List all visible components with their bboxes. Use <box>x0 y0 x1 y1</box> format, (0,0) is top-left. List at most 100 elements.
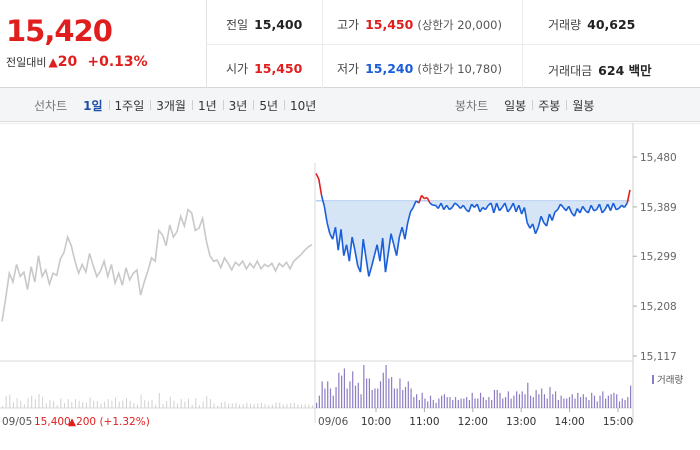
prev-volume-bar <box>155 404 157 408</box>
volume-bar <box>616 394 618 408</box>
volume-bar <box>588 399 590 408</box>
prev-volume-bar <box>260 402 262 408</box>
volume-bar <box>416 394 418 408</box>
prev-volume-bar <box>100 403 102 408</box>
volume-bar <box>318 395 320 408</box>
volume-bar <box>421 392 423 408</box>
volume-bar <box>327 381 329 408</box>
volume-bar <box>541 388 543 408</box>
volume-bar <box>385 365 387 408</box>
volume-bar <box>563 398 565 408</box>
volume-bar <box>329 388 332 408</box>
prev-volume-bar <box>2 406 3 408</box>
prev-volume-bar <box>231 403 233 408</box>
volume-bar <box>454 397 457 408</box>
today-price-segment <box>334 227 340 251</box>
volume-bar <box>554 391 557 408</box>
candle-monthly[interactable]: 월봉 <box>566 97 600 114</box>
change-percent: +0.13% <box>87 54 148 70</box>
prev-volume-bar <box>78 400 80 408</box>
below-prev-close-area <box>316 200 630 277</box>
today-price-segment <box>545 213 551 227</box>
period-1y[interactable]: 1년 <box>191 97 223 114</box>
today-price-segment <box>323 206 328 223</box>
line-chart-options: 선차트 1일 1주일 3개월 1년 3년 5년 10년 <box>34 88 322 122</box>
change-line: 전일대비 ▲20 +0.13% <box>6 54 148 70</box>
stat-high: 고가 15,450 (상한가 20,000) <box>337 16 502 33</box>
volume-bar <box>527 382 529 408</box>
volume-bar <box>579 397 582 408</box>
volume-bar <box>577 392 579 408</box>
today-price-segment <box>518 205 523 215</box>
today-price-segment <box>607 203 612 212</box>
volume-bar <box>585 397 587 408</box>
period-1d[interactable]: 1일 <box>83 98 103 113</box>
prev-volume-bar <box>23 404 25 408</box>
prev-volume-bar <box>246 402 248 408</box>
period-3m[interactable]: 3개월 <box>150 97 192 114</box>
prev-volume-bar <box>166 401 168 408</box>
prev-volume-bar <box>147 401 149 408</box>
prev-volume-bar <box>290 403 292 408</box>
prev-volume-bar <box>12 402 14 408</box>
stat-sub: (상한가 20,000) <box>417 18 502 32</box>
today-price-segment <box>476 203 481 213</box>
volume-bar <box>524 394 526 408</box>
today-price-segment <box>454 202 459 206</box>
candle-weekly[interactable]: 주봉 <box>532 97 566 114</box>
volume-bar <box>349 381 351 408</box>
prev-volume-bar <box>38 394 40 408</box>
volume-bar <box>368 378 370 408</box>
stat-label: 시가 <box>226 62 249 76</box>
volume-bar <box>621 398 623 408</box>
volume-bar <box>391 377 393 408</box>
prev-volume-bar <box>5 395 7 408</box>
period-10y[interactable]: 10년 <box>284 97 322 114</box>
chart-toolbar: 선차트 1일 1주일 3개월 1년 3년 5년 10년 봉차트 일봉 주봉 월봉 <box>0 88 700 122</box>
prev-volume-bar <box>180 399 182 408</box>
volume-bar <box>491 399 493 408</box>
stat-sub: (하한가 10,780) <box>417 62 502 76</box>
price-tick-label: 15,208 <box>640 301 677 313</box>
stat-volume: 거래량 40,625 <box>548 16 635 33</box>
today-price-segment <box>404 222 409 240</box>
period-5y[interactable]: 5년 <box>253 97 284 114</box>
volume-bar <box>504 397 507 408</box>
prev-volume-bar <box>308 404 310 408</box>
volume-bar <box>532 397 534 408</box>
volume-bar <box>510 398 512 408</box>
prev-volume-bar <box>9 394 11 408</box>
today-price-segment <box>409 207 414 213</box>
prev-volume-bar <box>177 403 179 408</box>
volume-bar <box>552 394 554 408</box>
volume-bar <box>413 397 415 408</box>
volume-bar <box>627 397 629 408</box>
today-price-segment <box>337 229 342 251</box>
today-price-segment <box>426 197 431 204</box>
volume-bar <box>316 402 318 408</box>
volume-bar <box>407 381 409 408</box>
today-price-segment <box>490 202 495 214</box>
today-price-segment <box>493 202 498 214</box>
volume-bar <box>324 388 326 408</box>
today-price-segment <box>479 207 484 213</box>
volume-bar <box>496 389 498 408</box>
today-price-segment <box>429 202 434 206</box>
volume-bar <box>341 375 343 408</box>
today-price-segment <box>398 226 403 238</box>
today-price-segment <box>351 236 356 251</box>
stat-open: 시가 15,450 <box>226 60 302 77</box>
prev-volume-bar <box>173 400 175 408</box>
today-price-segment <box>626 189 631 204</box>
volume-bar <box>488 397 490 408</box>
period-3y[interactable]: 3년 <box>222 97 254 114</box>
period-1w[interactable]: 1주일 <box>108 97 151 114</box>
candle-daily[interactable]: 일봉 <box>504 98 527 113</box>
volume-bar <box>379 381 382 408</box>
volume-bar <box>424 398 426 408</box>
today-price-segment <box>615 207 620 211</box>
candle-chart-label: 봉차트 <box>455 98 489 113</box>
volume-bar <box>388 378 390 408</box>
today-price-segment <box>618 204 623 210</box>
